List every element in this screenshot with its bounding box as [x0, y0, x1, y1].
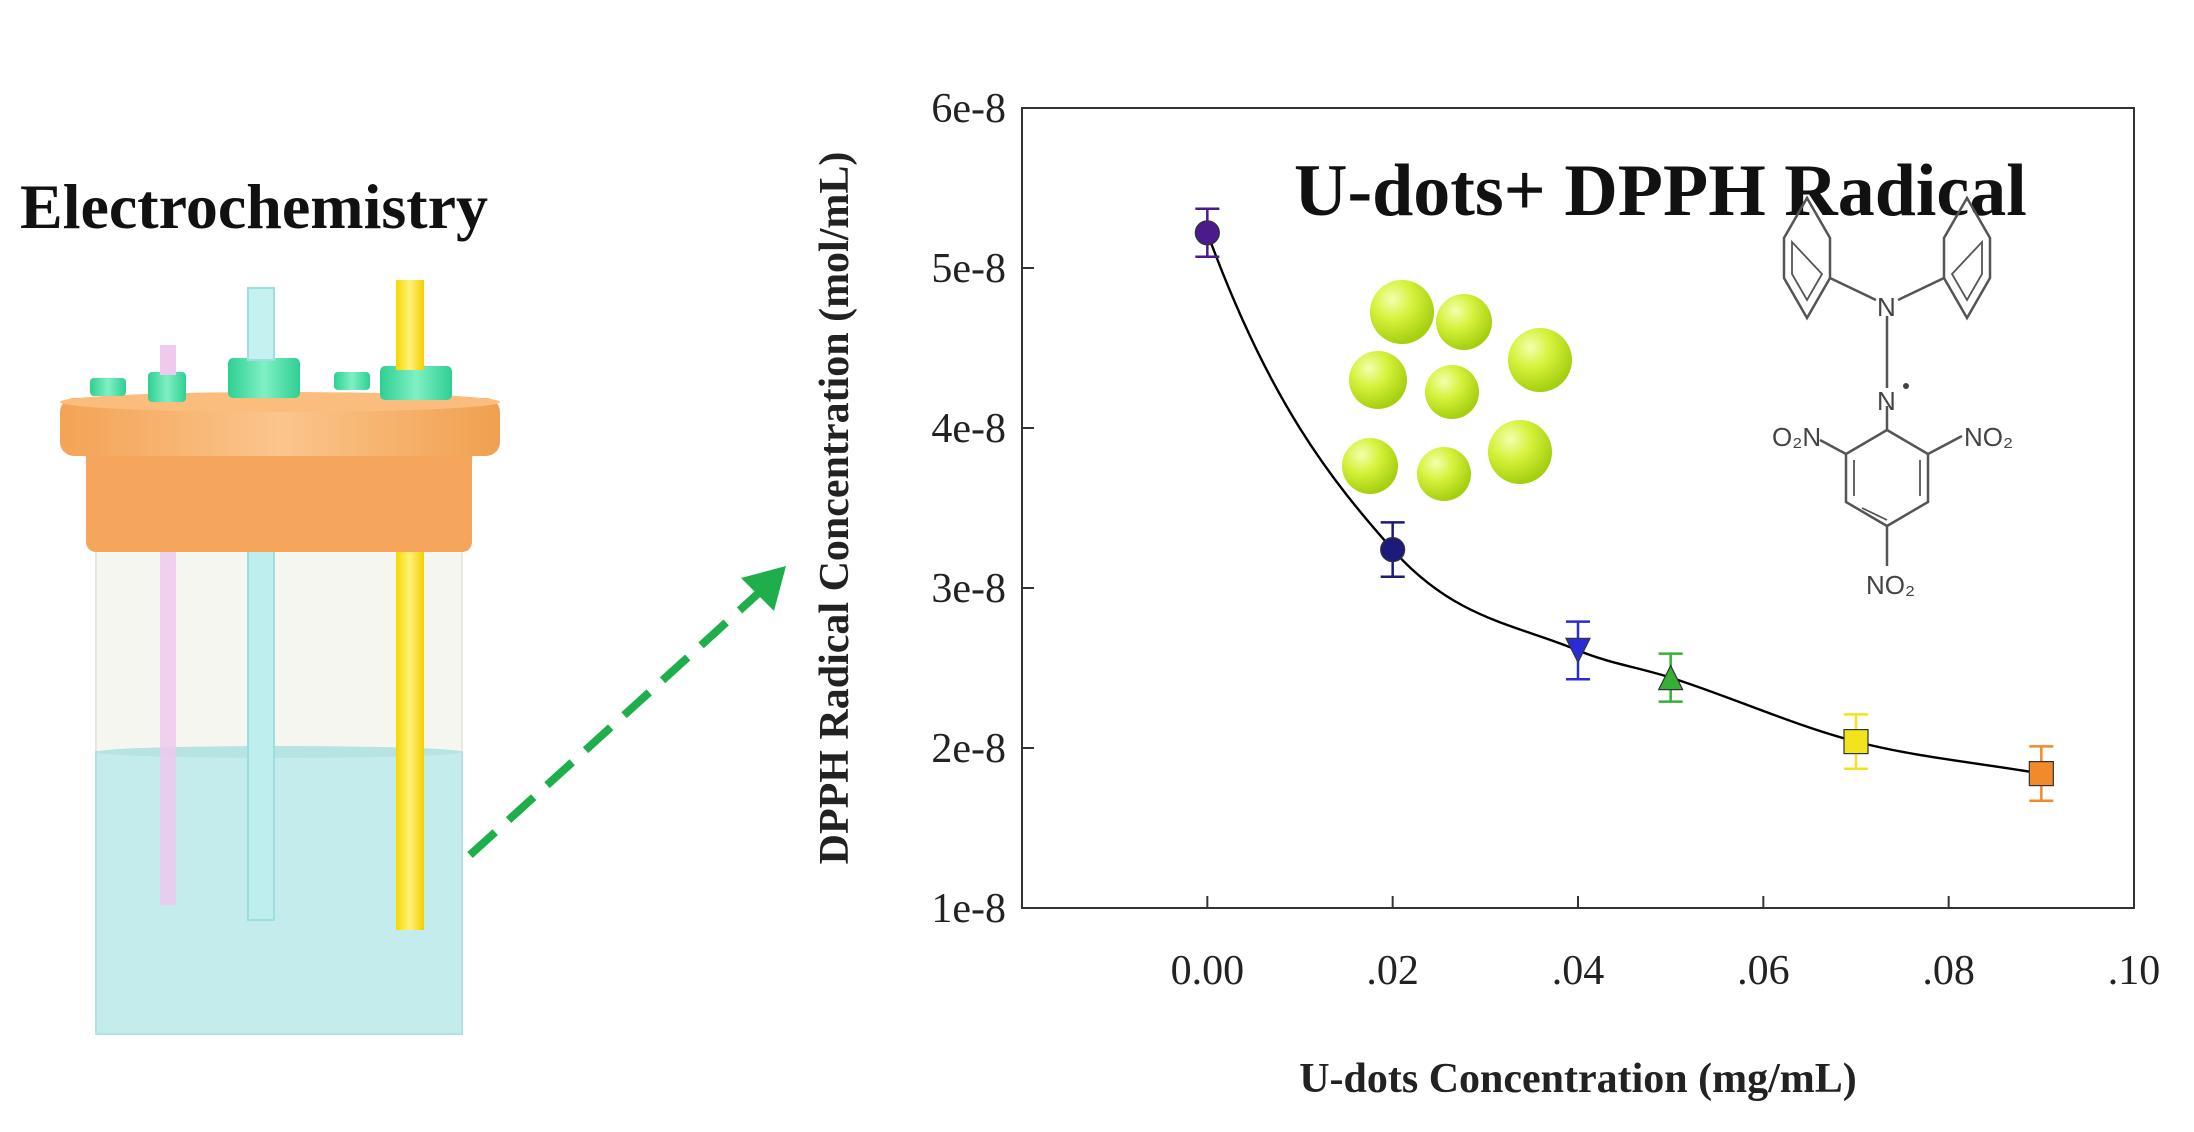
nanodot: [1436, 294, 1492, 350]
port-cap-working: [148, 372, 186, 402]
nitro-left-label: O₂N: [1772, 422, 1821, 452]
radical-nitrogen-label: N: [1877, 386, 1896, 416]
y-tick-label: 5e-8: [931, 246, 1006, 292]
bond: [1927, 434, 1963, 456]
y-tick-label: 6e-8: [931, 86, 1006, 132]
data-points: [1194, 207, 2054, 803]
nanodot: [1370, 280, 1434, 344]
radical-dot: [1903, 383, 1909, 389]
phenyl-ring-right-inner: [1950, 239, 1983, 302]
y-tick-label: 3e-8: [931, 566, 1006, 612]
counter-electrode-top: [396, 280, 424, 370]
port-cap-reference: [228, 358, 300, 398]
y-tick-label: 4e-8: [931, 406, 1006, 452]
arrow-head: [741, 566, 786, 611]
y-axis: 1e-8 2e-8 3e-8 4e-8 5e-8 6e-8: [931, 86, 1034, 932]
dashed-arrow-line: [467, 587, 765, 858]
amine-nitrogen-label: N: [1877, 292, 1896, 322]
y-tick-label: 1e-8: [931, 886, 1006, 932]
bond: [1819, 438, 1847, 456]
cell-lid-base: [86, 440, 472, 552]
port-cap-counter: [380, 366, 452, 400]
fit-curve: [1206, 232, 2042, 775]
nanodot: [1349, 351, 1407, 409]
phenyl-ring-left: [1782, 195, 1832, 321]
point-marker: [1194, 220, 1220, 246]
cell-lid-flange: [60, 398, 500, 456]
nanodot: [1508, 328, 1572, 392]
x-tick-label: .10: [2108, 948, 2161, 994]
link-arrow: [467, 566, 786, 858]
point-marker: [1565, 637, 1591, 664]
dpph-structure: [1782, 195, 1992, 566]
x-tick-label: .04: [1552, 948, 1605, 994]
bond: [1897, 276, 1945, 302]
electrochemistry-title: Electrochemistry: [20, 171, 488, 242]
nanodot: [1425, 365, 1479, 419]
ring-double-bond: [1861, 507, 1888, 521]
electrochemistry-panel: Electrochemistry: [20, 171, 500, 1035]
reference-electrode-top: [247, 287, 275, 361]
dpph-chart: 0.00 .02 .04 .06 .08 .10 1e-8 2e-8 3e-8 4e-8 5e-8…: [812, 86, 2160, 1102]
electrochemical-cell-illustration: [60, 280, 500, 1035]
x-tick-label: .06: [1737, 948, 1790, 994]
data-point: [1194, 207, 1220, 259]
picryl-ring: [1844, 428, 1930, 528]
bond: [1829, 276, 1877, 302]
nanodots-illustration: [1342, 280, 1572, 501]
nitro-bottom-label: NO₂: [1866, 570, 1915, 600]
data-point: [1843, 713, 1869, 771]
y-tick-label: 2e-8: [931, 726, 1006, 772]
nitro-right-label: NO₂: [1964, 422, 2013, 452]
cell-solution-surface: [96, 746, 462, 758]
phenyl-ring-left-inner: [1791, 239, 1824, 302]
dpph-labels: N N O₂N NO₂ NO₂: [1772, 292, 2013, 600]
x-axis-label: U-dots Concentration (mg/mL): [1299, 1056, 1857, 1102]
nanodot: [1417, 447, 1471, 501]
chart-title: U-dots+ DPPH Radical: [1294, 150, 2027, 232]
data-point: [1657, 652, 1684, 703]
x-axis: 0.00 .02 .04 .06 .08 .10: [1171, 896, 2161, 994]
data-point: [2028, 745, 2054, 803]
point-marker: [1380, 536, 1406, 563]
point-marker: [1843, 728, 1869, 755]
point-marker: [2028, 760, 2054, 787]
phenyl-ring-right: [1942, 195, 1992, 321]
x-tick-label: .02: [1366, 948, 1419, 994]
port-cap-small-right: [334, 372, 370, 390]
nanodot: [1342, 438, 1398, 494]
port-cap-small-left: [90, 378, 126, 396]
data-point: [1380, 521, 1406, 579]
nanodot: [1488, 420, 1552, 484]
data-point: [1565, 620, 1591, 681]
working-electrode-top: [160, 345, 176, 375]
point-marker: [1657, 664, 1684, 691]
y-axis-label: DPPH Radical Concentration (mol/mL): [812, 152, 858, 865]
x-tick-label: .08: [1922, 948, 1975, 994]
x-tick-label: 0.00: [1171, 948, 1245, 994]
